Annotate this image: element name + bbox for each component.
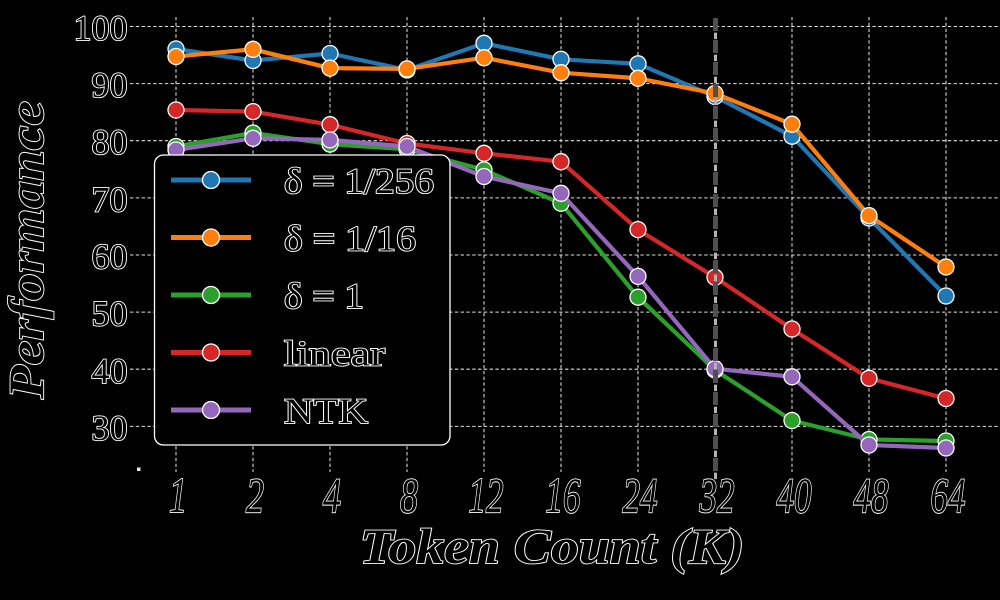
svg-text:linear: linear	[284, 334, 385, 374]
svg-text:Token Count (K): Token Count (K)	[360, 518, 745, 574]
svg-text:70: 70	[92, 179, 128, 219]
svg-text:60: 60	[92, 237, 128, 277]
svg-text:8: 8	[400, 467, 418, 523]
svg-text:16: 16	[546, 467, 581, 523]
svg-text:2: 2	[246, 467, 264, 523]
svg-text:δ = 1/16: δ = 1/16	[284, 219, 416, 259]
svg-text:80: 80	[92, 122, 128, 162]
svg-text:48: 48	[854, 467, 889, 523]
svg-text:1: 1	[169, 467, 187, 523]
svg-text:30: 30	[92, 408, 128, 448]
svg-text:12: 12	[469, 467, 504, 523]
svg-text:100: 100	[74, 8, 128, 48]
svg-text:64: 64	[931, 467, 966, 523]
svg-text:24: 24	[623, 467, 658, 523]
svg-text:40: 40	[92, 351, 128, 391]
svg-text:δ = 1: δ = 1	[284, 276, 364, 316]
svg-text:32: 32	[699, 467, 735, 523]
svg-text:40: 40	[777, 467, 812, 523]
svg-text:δ = 1/256: δ = 1/256	[284, 161, 434, 201]
svg-text:NTK: NTK	[284, 391, 368, 431]
svg-text:Performance: Performance	[0, 101, 54, 400]
svg-text:50: 50	[92, 294, 128, 334]
svg-text:4: 4	[323, 467, 341, 523]
svg-text:90: 90	[92, 65, 128, 105]
